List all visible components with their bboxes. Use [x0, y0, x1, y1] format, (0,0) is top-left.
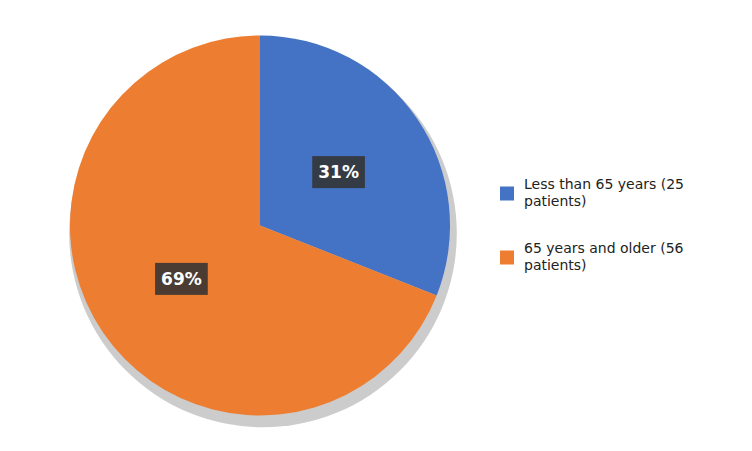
- data-label-bg: [155, 263, 208, 295]
- chart: 31%69%Less than 65 years (25patients)65 …: [0, 0, 752, 451]
- data-label-group: 69%: [155, 263, 208, 295]
- legend-swatch: [500, 187, 514, 201]
- legend-label-line: Less than 65 years (25: [524, 176, 684, 192]
- data-label: 31%: [318, 162, 359, 182]
- legend-swatch: [500, 251, 514, 265]
- legend-item: Less than 65 years (25patients): [500, 176, 684, 209]
- legend: Less than 65 years (25patients)65 years …: [500, 176, 684, 273]
- legend-item: 65 years and older (56patients): [500, 240, 684, 273]
- legend-label-line: patients): [524, 257, 587, 273]
- pie-slice: [70, 36, 437, 416]
- legend-label: 65 years and older (56patients): [524, 240, 684, 273]
- legend-label-line: 65 years and older (56: [524, 240, 684, 256]
- slices: [70, 36, 450, 416]
- legend-label-line: patients): [524, 193, 587, 209]
- data-label-group: 31%: [312, 156, 365, 188]
- pie: 31% 69%: [69, 36, 457, 428]
- legend-label: Less than 65 years (25patients): [524, 176, 684, 209]
- data-label-bg: [312, 156, 365, 188]
- data-labels: 31% 69%: [155, 156, 365, 295]
- data-label: 69%: [161, 269, 202, 289]
